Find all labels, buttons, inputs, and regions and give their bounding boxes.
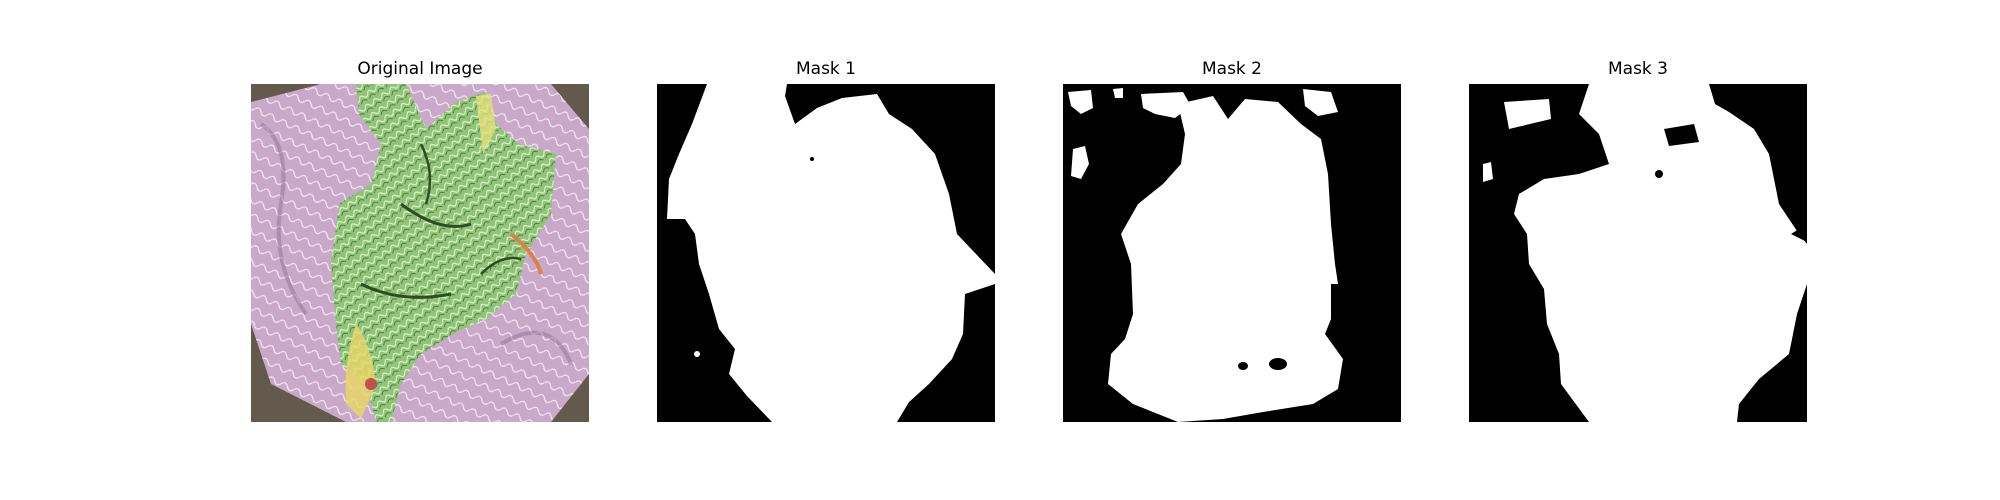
panel-title: Mask 3	[1607, 59, 1668, 79]
panel-mask-2: Mask 2	[1063, 58, 1401, 422]
mask-3-image	[1469, 84, 1807, 422]
mask-2-image	[1063, 84, 1401, 422]
panel-title: Mask 1	[795, 59, 856, 79]
panel-mask-1: Mask 1	[657, 58, 995, 422]
panel-original-image: Original Image	[251, 58, 589, 422]
panel-mask-3: Mask 3	[1469, 58, 1807, 422]
mask-1-image	[657, 84, 995, 422]
panel-title: Mask 2	[1201, 59, 1262, 79]
original-image	[251, 84, 589, 422]
panel-title: Original Image	[357, 59, 483, 79]
